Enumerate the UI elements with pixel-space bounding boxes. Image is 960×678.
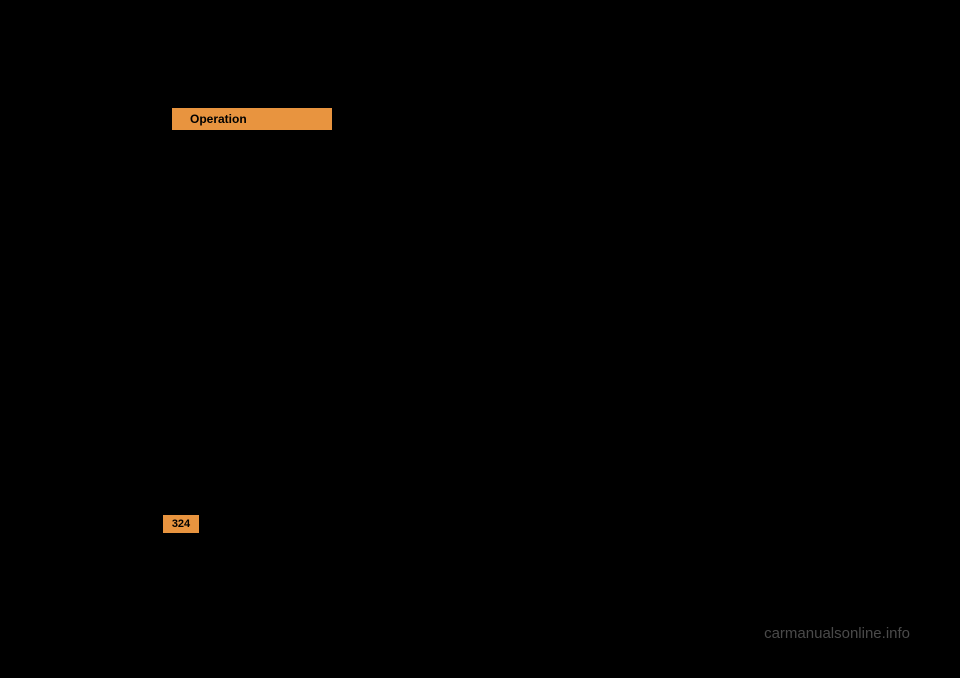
page-number: 324 <box>163 515 199 533</box>
watermark: carmanualsonline.info <box>764 625 910 642</box>
watermark-text: carmanualsonline.info <box>764 625 910 642</box>
page-number-value: 324 <box>172 518 190 530</box>
section-header: Operation <box>172 108 332 130</box>
section-header-label: Operation <box>190 112 247 126</box>
